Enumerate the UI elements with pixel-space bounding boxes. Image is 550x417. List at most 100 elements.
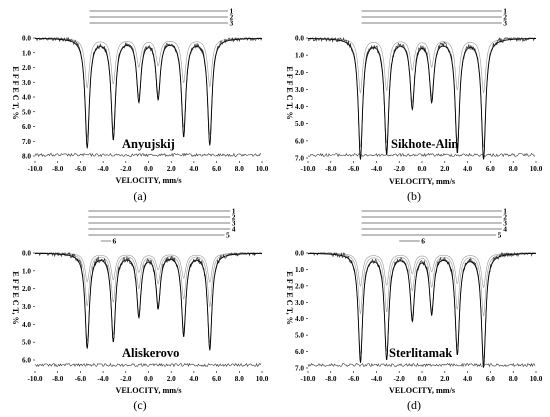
x-tick-label: -6.0 (348, 375, 360, 383)
y-tick-label: 2.0 (295, 69, 304, 77)
x-tick-label: -2.0 (120, 375, 132, 383)
x-axis-label: VELOCITY, mm/s (389, 386, 455, 395)
y-tick-label: 5.0 (22, 108, 31, 116)
y-tick-label: 1.0 (22, 49, 31, 57)
component-label: 5 (226, 231, 230, 240)
component-label: 1 (229, 7, 233, 16)
y-tick-label: 7.0 (295, 365, 304, 373)
x-tick-label: 8.0 (509, 165, 518, 173)
subspectrum-fit (35, 253, 262, 343)
y-tick-label: 4.0 (22, 94, 31, 102)
x-tick-label: -2.0 (394, 375, 406, 383)
y-tick-label: 4.0 (295, 315, 304, 323)
total-fit (307, 38, 536, 160)
panel-caption: (a) (133, 189, 146, 203)
component-label: 1 (503, 7, 507, 16)
x-tick-label: -10.0 (28, 375, 43, 383)
y-tick-label: 0.0 (295, 35, 304, 43)
subspectrum-fit (307, 252, 537, 317)
component-label: 3 (503, 219, 507, 228)
y-tick-label: 0.0 (22, 250, 31, 258)
panel-caption: (b) (407, 189, 421, 203)
component-label: 3 (503, 19, 507, 28)
y-axis-label: E F F E C T, % (285, 66, 294, 119)
component-label: 2 (229, 13, 233, 22)
component-label: 4 (232, 225, 236, 234)
y-tick-label: 8.0 (22, 153, 31, 161)
x-tick-label: 4.0 (463, 375, 472, 383)
x-tick-label: -8.0 (52, 165, 64, 173)
y-tick-label: 2.0 (295, 282, 304, 290)
y-tick-label: 0.0 (295, 250, 304, 258)
component-label: 2 (503, 213, 507, 222)
y-tick-label: 6.0 (295, 348, 304, 356)
x-tick-label: -4.0 (97, 165, 109, 173)
subspectrum-fit (307, 253, 536, 359)
y-tick-label: 5.0 (22, 339, 31, 347)
component-label: 5 (498, 231, 502, 240)
x-tick-label: 0.0 (418, 375, 427, 383)
x-tick-label: 0.0 (144, 375, 153, 383)
total-fit (34, 38, 263, 149)
y-tick-label: 1.0 (295, 266, 304, 274)
y-tick-label: 2.0 (22, 285, 31, 293)
y-tick-label: 6.0 (22, 357, 31, 365)
total-fit (34, 253, 263, 351)
component-label: 1 (503, 207, 507, 216)
y-tick-label: 3.0 (295, 299, 304, 307)
panel-caption: (c) (133, 398, 146, 412)
component-label: 2 (232, 213, 236, 222)
x-tick-label: -10.0 (28, 165, 43, 173)
subspectrum-fit (35, 37, 262, 89)
y-tick-label: 3.0 (295, 86, 304, 94)
x-tick-label: 4.0 (189, 375, 198, 383)
component-label: 1 (232, 207, 236, 216)
x-tick-label: 6.0 (212, 375, 221, 383)
x-tick-label: 2.0 (440, 165, 449, 173)
x-tick-label: 2.0 (167, 375, 176, 383)
x-tick-label: -8.0 (325, 375, 337, 383)
component-label: 3 (229, 19, 233, 28)
x-tick-label: 6.0 (212, 165, 221, 173)
x-tick-label: 6.0 (486, 375, 495, 383)
y-tick-label: 3.0 (22, 303, 31, 311)
x-tick-label: -8.0 (325, 165, 337, 173)
panel-caption: (d) (407, 398, 421, 412)
x-tick-label: -2.0 (120, 165, 132, 173)
y-axis-label: E F F E C T, % (285, 271, 294, 324)
component-label: 2 (503, 13, 507, 22)
x-tick-label: -10.0 (301, 375, 316, 383)
panel-b: 123 0.0 1.0 2.0 3.0 4.0 5.0 6.0 7.0 -10.0 -8.0 -6.0… (285, 7, 543, 204)
x-tick-label: -6.0 (75, 165, 87, 173)
x-tick-label: 10.0 (530, 165, 543, 173)
x-tick-label: 10.0 (530, 375, 543, 383)
component-label: 3 (232, 219, 236, 228)
x-tick-label: 2.0 (167, 165, 176, 173)
panel-title: Aliskerovo (122, 346, 179, 360)
subspectrum-fit (307, 37, 536, 94)
experimental-spectrum (34, 251, 263, 349)
panel-title: Sterlitamak (389, 346, 452, 360)
component-label: 6 (421, 237, 425, 246)
x-axis-label: VELOCITY, mm/s (389, 177, 455, 186)
y-tick-label: 0.0 (22, 35, 31, 43)
x-tick-label: -4.0 (371, 375, 383, 383)
total-fit (307, 253, 536, 368)
subspectrum-fit (307, 38, 537, 148)
y-axis-label: E F F E C T, % (11, 66, 20, 119)
y-tick-label: 4.0 (22, 321, 31, 329)
x-tick-label: 4.0 (189, 165, 198, 173)
x-tick-label: 4.0 (463, 165, 472, 173)
x-tick-label: 8.0 (235, 375, 244, 383)
residual-line (34, 152, 262, 158)
x-tick-label: -4.0 (97, 375, 109, 383)
x-tick-label: 0.0 (144, 165, 153, 173)
x-tick-label: -2.0 (394, 165, 406, 173)
y-tick-label: 6.0 (295, 137, 304, 145)
x-tick-label: 10.0 (256, 375, 269, 383)
residual-line (307, 362, 536, 368)
x-tick-label: 8.0 (235, 165, 244, 173)
y-tick-label: 3.0 (22, 79, 31, 87)
